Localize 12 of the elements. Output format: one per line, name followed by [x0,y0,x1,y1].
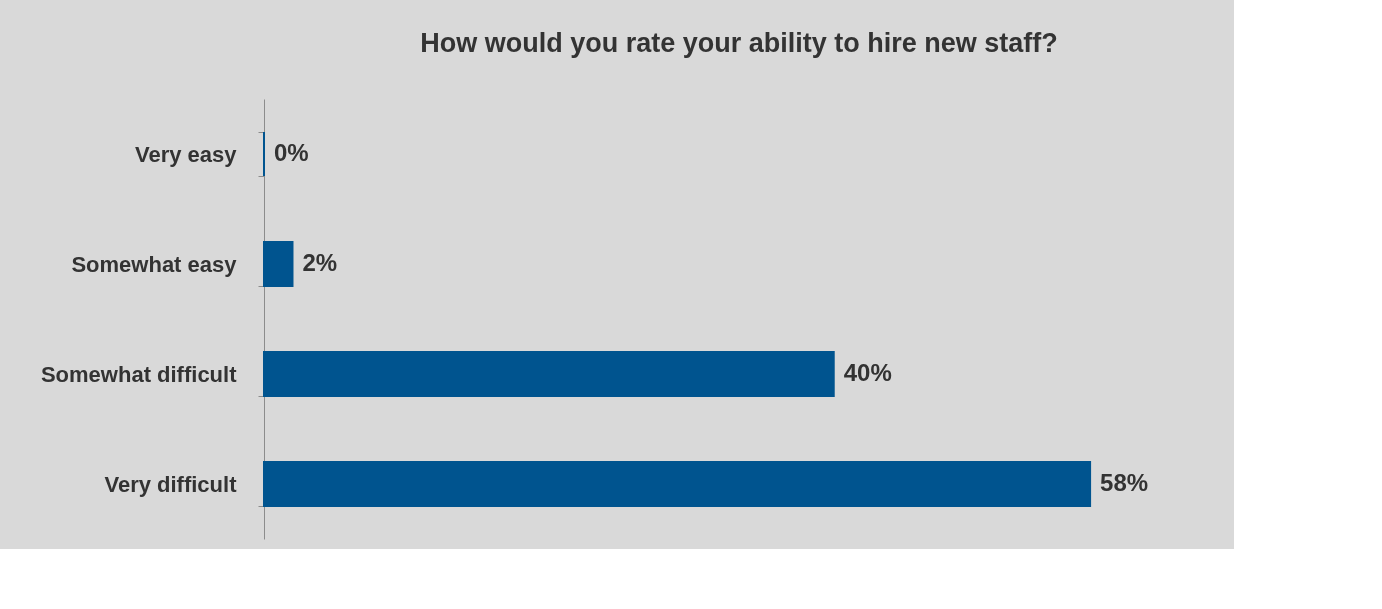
y-tick-label: Somewhat easy [71,251,238,277]
bar [263,241,294,287]
chart-title: How would you rate your ability to hire new staff? [420,28,1058,58]
data-label: 2% [302,249,338,276]
y-tick-label: Very difficult [104,471,238,497]
data-label: 40% [843,359,892,386]
y-tick-label: Very easy [134,141,238,167]
bar [263,461,1092,507]
y-tick-label: Somewhat difficult [40,361,238,387]
bar [263,351,835,397]
data-label: 0% [274,139,309,166]
data-label: 58% [1100,469,1149,496]
